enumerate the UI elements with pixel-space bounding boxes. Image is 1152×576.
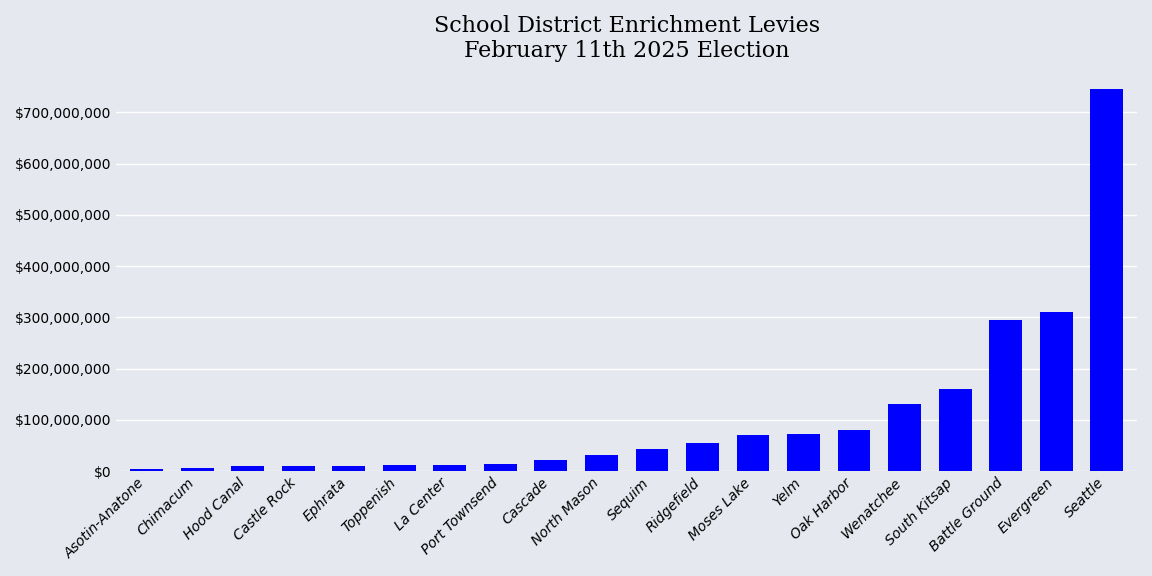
Bar — [433, 465, 467, 471]
Title: School District Enrichment Levies
February 11th 2025 Election: School District Enrichment Levies Februa… — [433, 15, 820, 62]
Bar — [232, 467, 264, 471]
Bar — [585, 454, 617, 471]
Bar — [382, 465, 416, 471]
Bar — [282, 466, 314, 471]
Bar — [888, 404, 920, 471]
Bar — [130, 469, 164, 471]
Bar — [1090, 89, 1123, 471]
Bar — [939, 389, 971, 471]
Bar — [838, 430, 871, 471]
Bar — [181, 468, 213, 471]
Bar — [333, 465, 365, 471]
Bar — [535, 460, 567, 471]
Bar — [687, 443, 719, 471]
Bar — [484, 464, 517, 471]
Bar — [1040, 312, 1073, 471]
Bar — [636, 449, 668, 471]
Bar — [787, 434, 820, 471]
Bar — [990, 320, 1022, 471]
Bar — [736, 435, 770, 471]
